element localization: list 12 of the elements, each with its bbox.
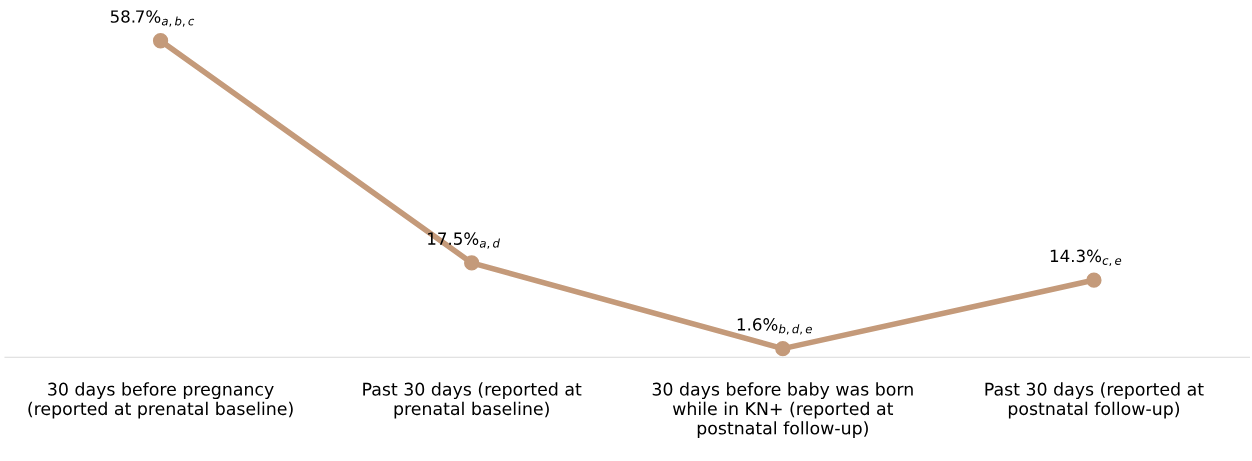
data-label: 17.5%$_{a,d}$ (428, 232, 500, 249)
x-tick-label: 30 days before pregnancy (reported at prenatal baseline) (28, 382, 293, 419)
data-label: 1.6%$_{b,d,e}$ (737, 318, 812, 335)
data-label: 58.7%$_{a,b,c}$ (110, 10, 195, 27)
point (775, 341, 791, 357)
data-label: 14.3%$_{c,e}$ (1050, 249, 1122, 267)
point (152, 33, 169, 49)
x-tick-label: Past 30 days (reported at postnatal follow-up) (985, 382, 1204, 419)
x-tick-label: 30 days before baby was born while in KN+ (reported at postnatal follow-up) (652, 382, 913, 438)
point (1086, 272, 1102, 288)
x-tick-label: Past 30 days (reported at prenatal baseline) (363, 382, 582, 419)
point (464, 255, 480, 271)
